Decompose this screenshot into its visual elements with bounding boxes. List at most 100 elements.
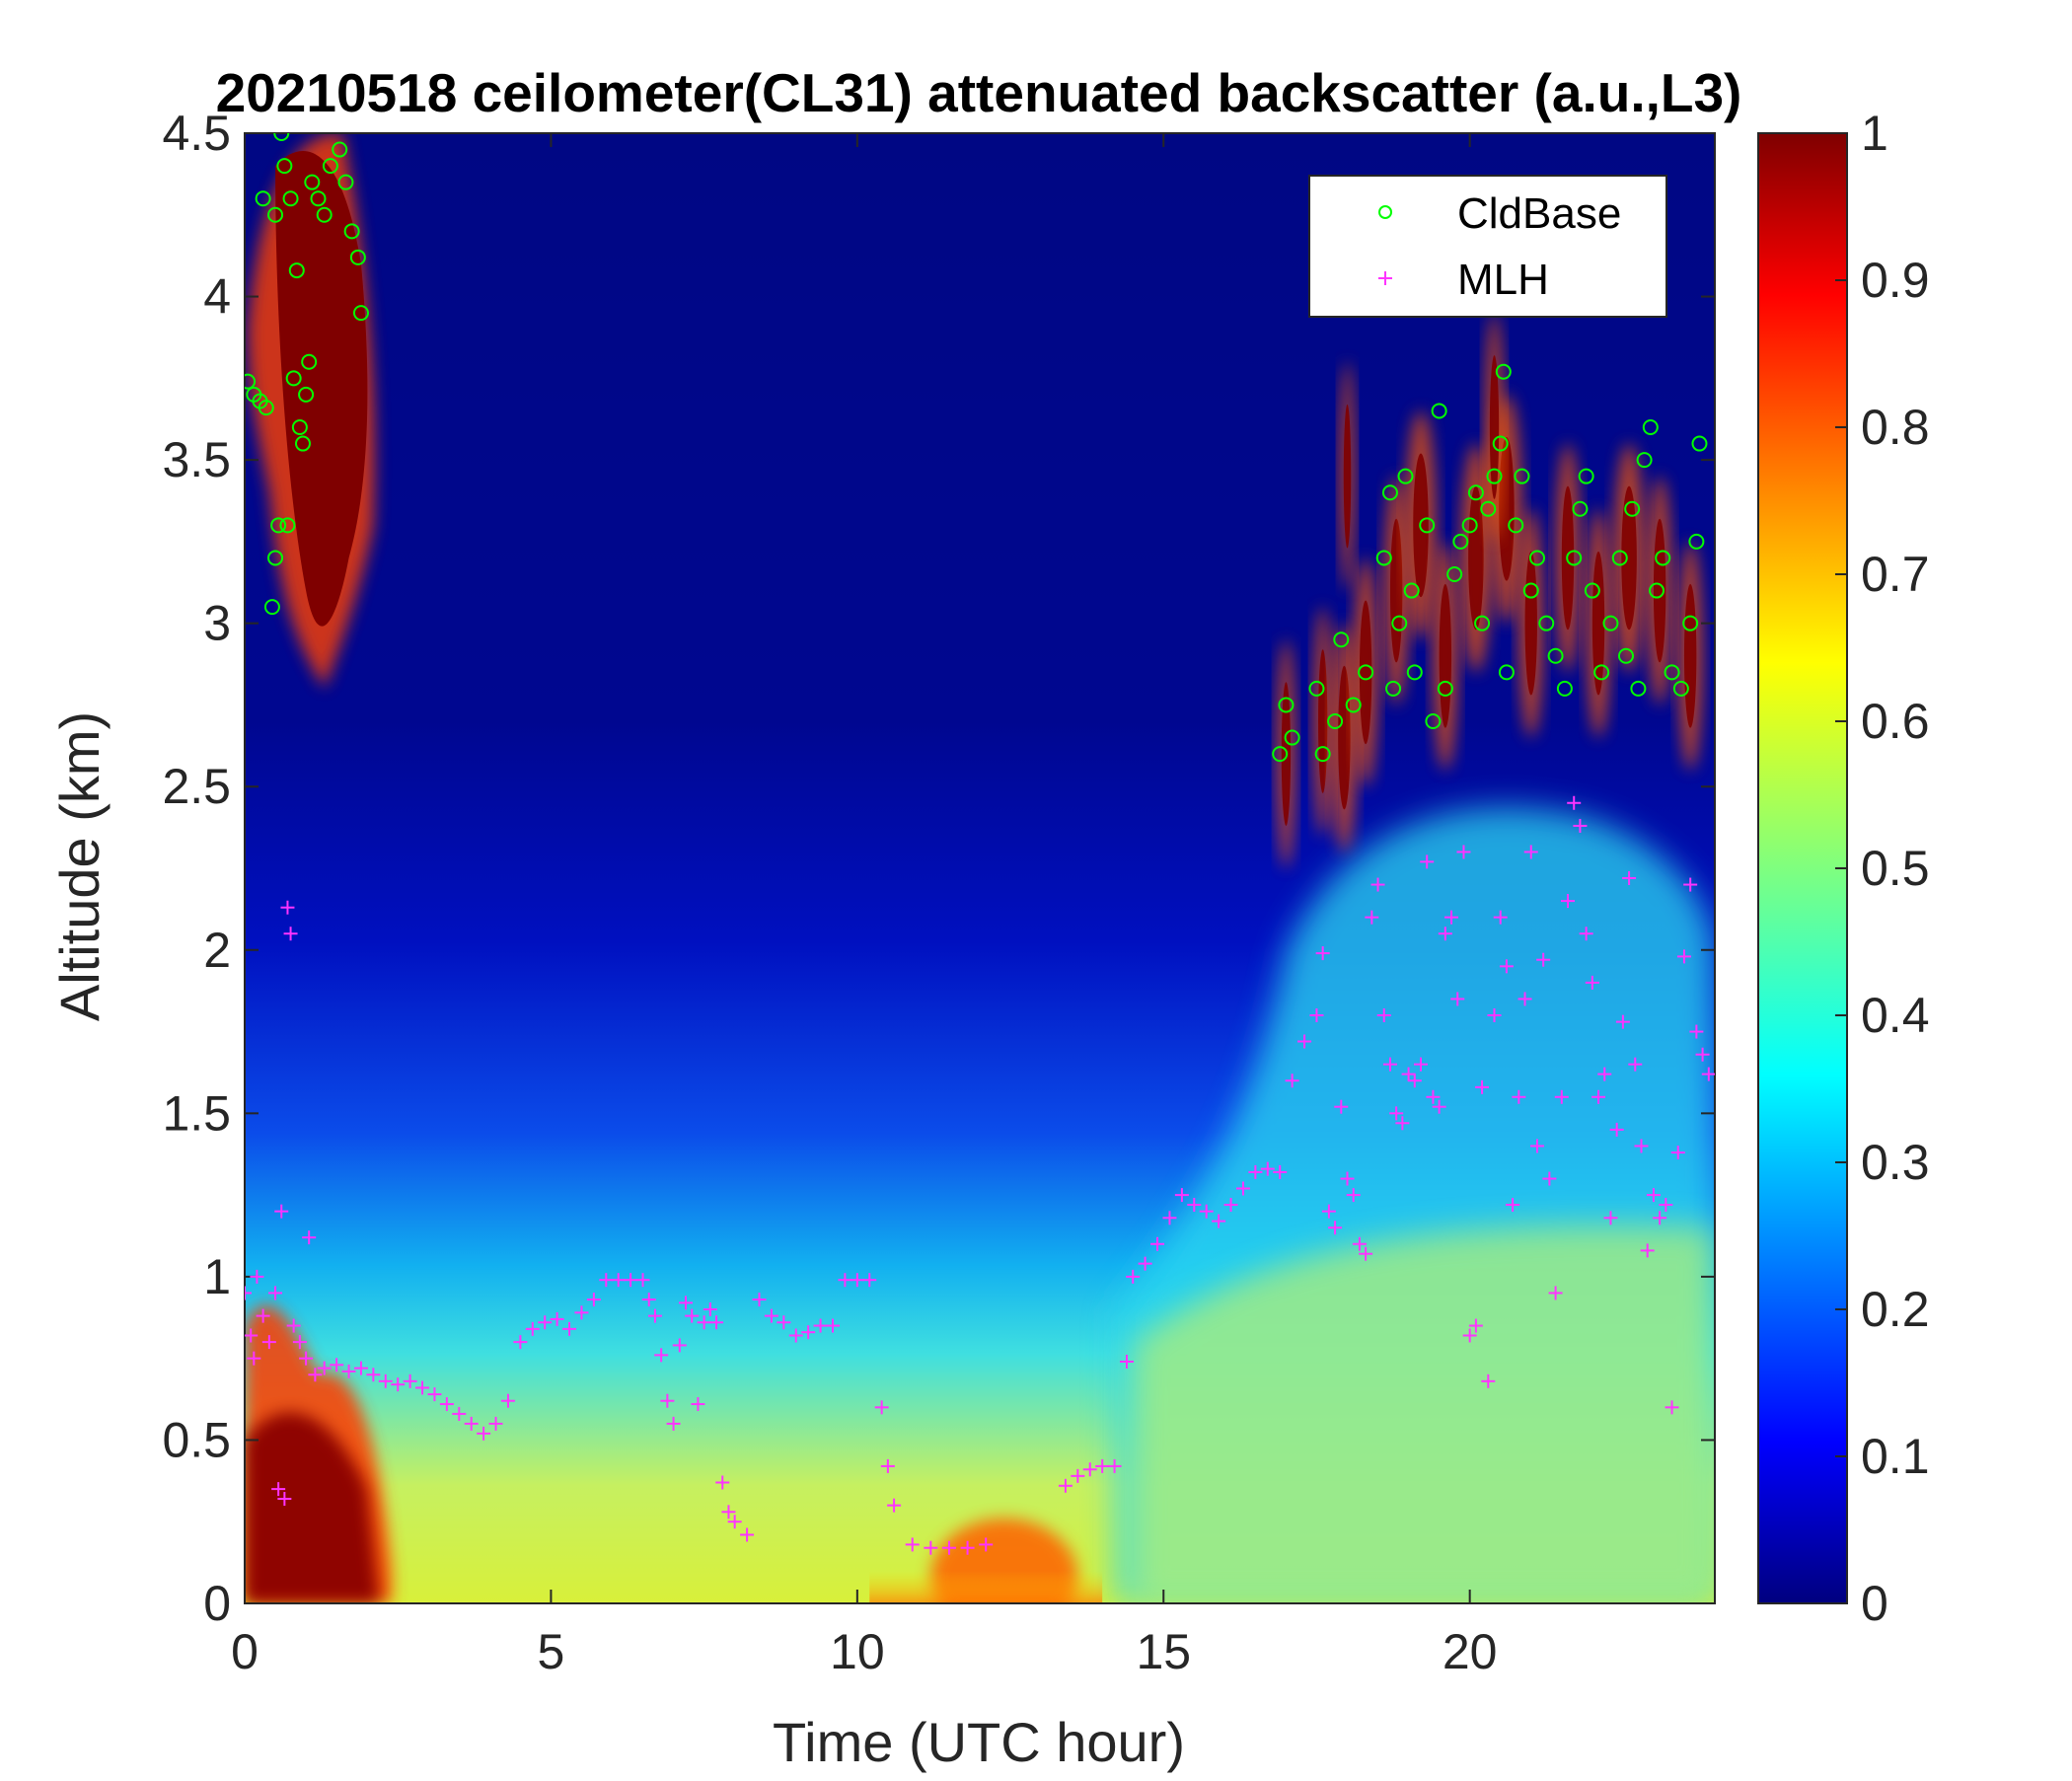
mlh-point bbox=[403, 1373, 417, 1388]
mlh-point bbox=[1199, 1204, 1214, 1219]
mlh-point bbox=[672, 1338, 687, 1353]
mlh-point bbox=[292, 1335, 307, 1350]
mlh-point bbox=[1640, 1243, 1655, 1258]
mlh-point bbox=[1407, 1074, 1422, 1088]
mlh-point bbox=[709, 1315, 724, 1330]
colorbar-tick-label: 0.7 bbox=[1861, 547, 1930, 602]
cldbase-point bbox=[1528, 550, 1545, 566]
mlh-point bbox=[1315, 946, 1330, 961]
mlh-point bbox=[261, 1335, 276, 1350]
cldbase-point bbox=[1314, 746, 1331, 763]
cldbase-point bbox=[1425, 713, 1442, 729]
chart-title: 20210518 ceilometer(CL31) attenuated bac… bbox=[216, 62, 1742, 123]
mlh-point bbox=[611, 1273, 626, 1288]
cldbase-point bbox=[1630, 680, 1647, 697]
cldbase-point bbox=[1446, 566, 1463, 582]
evening-cloud-core bbox=[1621, 485, 1637, 631]
mlh-point bbox=[550, 1311, 564, 1326]
colorbar-tick-label: 0 bbox=[1861, 1576, 1888, 1631]
cldbase-point bbox=[1538, 615, 1555, 631]
mlh-point bbox=[641, 1293, 656, 1307]
x-tick-label: 20 bbox=[1443, 1624, 1498, 1679]
mlh-point bbox=[1603, 1211, 1618, 1225]
colorbar-tick-label: 0.9 bbox=[1861, 253, 1930, 308]
cldbase-point bbox=[1602, 615, 1619, 631]
mlh-point bbox=[1499, 959, 1514, 974]
evening-cloud-core bbox=[1468, 485, 1484, 631]
mlh-point bbox=[838, 1273, 852, 1288]
mlh-point bbox=[1071, 1468, 1085, 1483]
cldbase-point bbox=[1688, 533, 1705, 550]
cldbase-point bbox=[270, 517, 287, 534]
evening-cloud-core bbox=[1439, 583, 1452, 728]
y-tick-label: 1.5 bbox=[162, 1085, 231, 1141]
mlh-point bbox=[330, 1358, 344, 1373]
mlh-point bbox=[247, 1351, 261, 1366]
mlh-point bbox=[874, 1400, 889, 1415]
mlh-point bbox=[1683, 877, 1698, 892]
mlh-point bbox=[1095, 1458, 1110, 1473]
mlh-point bbox=[1450, 992, 1465, 1006]
mlh-point bbox=[1223, 1198, 1238, 1213]
y-tick-label: 3.5 bbox=[162, 432, 231, 487]
near-surface-layer bbox=[1133, 1224, 1715, 1603]
cldbase-point bbox=[1333, 631, 1350, 648]
mlh-point bbox=[1456, 845, 1471, 859]
cldbase-point bbox=[310, 190, 327, 207]
mlh-point bbox=[1432, 1099, 1446, 1114]
cldbase-point bbox=[1419, 517, 1436, 534]
mlh-point bbox=[1309, 1008, 1324, 1022]
cldbase-point bbox=[322, 158, 338, 175]
legend-mlh-marker bbox=[1378, 271, 1392, 285]
cldbase-point bbox=[1624, 500, 1641, 517]
mlh-point bbox=[1506, 1198, 1520, 1213]
cldbase-point bbox=[1649, 582, 1665, 599]
mlh-point bbox=[1285, 1074, 1299, 1088]
cldbase-point bbox=[1437, 680, 1453, 697]
evening-cloud-core bbox=[1338, 665, 1351, 810]
mlh-point bbox=[862, 1273, 877, 1288]
evening-cloud-core bbox=[1389, 518, 1403, 663]
cldbase-point bbox=[279, 517, 296, 534]
mlh-point bbox=[439, 1397, 454, 1412]
mlh-point bbox=[415, 1380, 430, 1395]
cldbase-point bbox=[1584, 582, 1600, 599]
colorbar-tick-label: 0.2 bbox=[1861, 1282, 1930, 1337]
evening-cloud-core bbox=[1591, 551, 1605, 696]
mlh-point bbox=[366, 1368, 381, 1382]
mlh-point bbox=[1548, 1286, 1563, 1300]
mlh-point bbox=[1382, 1057, 1397, 1072]
mlh-point bbox=[286, 1318, 301, 1333]
y-axis: 0 0.5 1 1.5 2 2.5 3 3.5 4 4.5 bbox=[162, 106, 1715, 1631]
mlh-point bbox=[727, 1515, 742, 1529]
mlh-point bbox=[500, 1393, 515, 1408]
mlh-point bbox=[599, 1273, 614, 1288]
cldbase-point bbox=[1375, 550, 1392, 566]
mlh-point bbox=[283, 927, 298, 941]
mlh-point bbox=[1554, 1089, 1569, 1104]
mlh-point bbox=[635, 1273, 650, 1288]
evening-cloud-core bbox=[1343, 404, 1352, 549]
mlh-point bbox=[271, 1482, 286, 1497]
mlh-point bbox=[880, 1458, 895, 1473]
cldbase-point bbox=[258, 400, 274, 416]
mlh-point bbox=[268, 1286, 283, 1300]
mlh-point bbox=[654, 1348, 669, 1363]
mlh-point bbox=[1212, 1214, 1226, 1228]
cldbase-point bbox=[1385, 680, 1402, 697]
colorbar-tick-label: 0.4 bbox=[1861, 988, 1930, 1043]
cldbase-point bbox=[1578, 468, 1594, 484]
cldbase-point bbox=[1278, 697, 1295, 713]
cldbase-point bbox=[332, 141, 348, 158]
cldbase-point bbox=[1691, 435, 1708, 452]
mlh-point bbox=[477, 1426, 491, 1441]
mlh-point bbox=[308, 1368, 323, 1382]
colorbar-ticks: 0 0.1 0.2 0.3 0.4 0.5 0.6 0.7 0.8 0.9 1 bbox=[1835, 106, 1930, 1631]
cldbase-point bbox=[1642, 419, 1659, 435]
mlh-point bbox=[1536, 952, 1551, 967]
cldbase-point bbox=[1566, 550, 1583, 566]
mlh-point bbox=[1615, 1014, 1630, 1029]
mlh-point bbox=[1248, 1164, 1263, 1179]
mlh-point bbox=[1529, 1139, 1544, 1153]
cldbase-point bbox=[294, 435, 311, 452]
